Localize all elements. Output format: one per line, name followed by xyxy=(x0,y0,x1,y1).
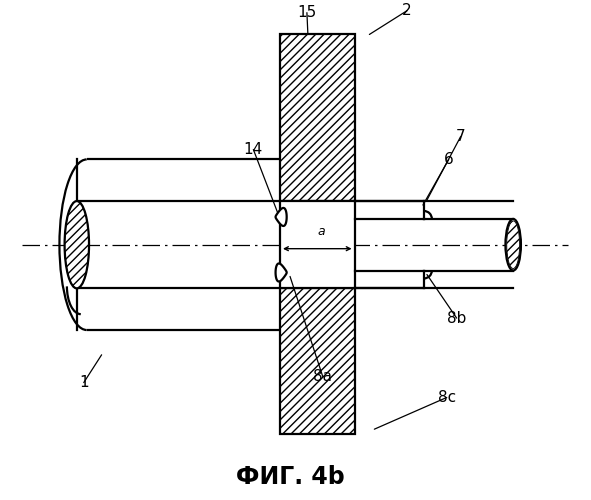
Text: 14: 14 xyxy=(243,142,263,157)
Text: 6: 6 xyxy=(444,152,454,167)
Text: a: a xyxy=(317,225,325,238)
Text: 8b: 8b xyxy=(447,310,466,326)
Text: 1: 1 xyxy=(79,375,89,390)
Text: 8c: 8c xyxy=(438,390,456,405)
Bar xyxy=(280,288,355,434)
Ellipse shape xyxy=(64,201,89,288)
Text: 8a: 8a xyxy=(313,369,332,384)
Polygon shape xyxy=(275,208,287,226)
Polygon shape xyxy=(275,264,287,281)
Bar xyxy=(280,34,355,201)
Ellipse shape xyxy=(505,219,521,270)
Text: ФИГ. 4b: ФИГ. 4b xyxy=(236,465,345,489)
Text: 7: 7 xyxy=(456,129,466,144)
Text: 15: 15 xyxy=(297,5,317,20)
Bar xyxy=(280,201,355,288)
Text: 2: 2 xyxy=(402,3,412,18)
